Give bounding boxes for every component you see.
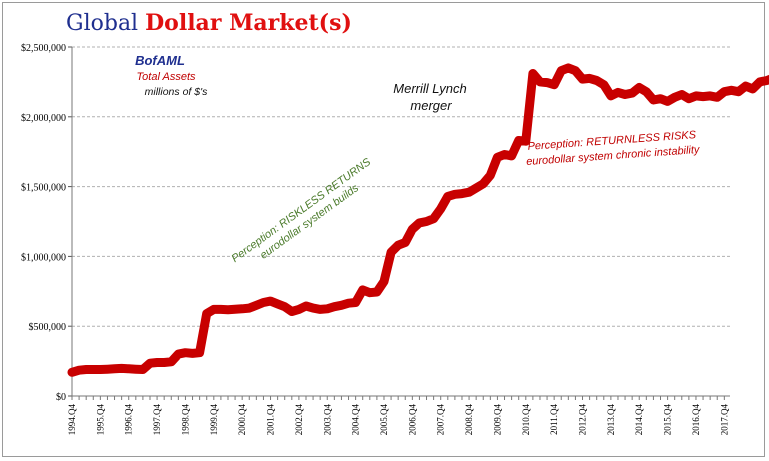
- x-tick-label: 2005.Q4: [379, 404, 389, 436]
- y-tick-label: $1,500,000: [21, 183, 66, 194]
- x-tick-label: 2003.Q4: [322, 404, 332, 436]
- x-tick-label: 2011.Q4: [549, 404, 559, 435]
- riskless-annotation-line1: Perception: RISKLESS RETURNS: [229, 156, 373, 265]
- chart-title-part1: Global: [66, 11, 146, 36]
- merger-label-line2: merger: [410, 98, 452, 113]
- y-axis: $0 $500,000 $1,000,000 $1,500,000 $2,000,000…: [21, 43, 73, 403]
- x-tick-label: 2008.Q4: [464, 404, 474, 436]
- total-assets-line: [67, 63, 769, 377]
- x-tick-label: 2009.Q4: [492, 404, 502, 436]
- x-tick-label: 1997.Q4: [152, 404, 162, 436]
- total-assets-label: Total Assets: [136, 71, 196, 83]
- series-line: [67, 63, 769, 377]
- y-tick-label: $0: [56, 392, 66, 403]
- x-tick-label: 2002.Q4: [294, 404, 304, 436]
- merger-label-line1: Merrill Lynch: [393, 81, 466, 96]
- units-label: millions of $'s: [145, 86, 208, 98]
- chart-title-part2: Dollar Market(s): [145, 10, 352, 36]
- x-tick-label: 2010.Q4: [521, 404, 531, 436]
- x-tick-label: 2000.Q4: [237, 404, 247, 436]
- x-tick-label: 1996.Q4: [124, 404, 134, 436]
- chart-title: Global Dollar Market(s): [66, 10, 352, 36]
- x-tick-label: 2001.Q4: [266, 404, 276, 436]
- x-tick-label: 2006.Q4: [407, 404, 417, 436]
- x-tick-label: 1995.Q4: [95, 404, 105, 436]
- chart-frame: [2, 2, 765, 457]
- y-tick-label: $1,000,000: [21, 252, 66, 263]
- riskless-annotation-line2: eurodollar system builds: [258, 182, 361, 262]
- x-tick-label: 2015.Q4: [663, 404, 673, 436]
- bofaml-label: BofAML: [135, 53, 185, 68]
- x-tick-label: 1998.Q4: [180, 404, 190, 436]
- x-tick-label: 2007.Q4: [436, 404, 446, 436]
- x-tick-label: 2014.Q4: [634, 404, 644, 436]
- x-tick-label: 2012.Q4: [578, 404, 588, 436]
- x-tick-label: 2004.Q4: [351, 404, 361, 436]
- y-tick-label: $2,500,000: [21, 43, 66, 54]
- x-tick-label: 2017.Q4: [719, 404, 729, 436]
- x-tick-label: 1994.Q4: [67, 404, 77, 436]
- y-tick-label: $500,000: [29, 322, 67, 333]
- x-axis: 1994.Q4 1995.Q4 1996.Q4 1997.Q4 1998.Q4 1999.…: [67, 395, 730, 436]
- x-tick-label: 1999.Q4: [209, 404, 219, 436]
- y-tick-label: $2,000,000: [21, 113, 66, 124]
- x-tick-label: 2013.Q4: [606, 404, 616, 436]
- x-tick-label: 2016.Q4: [691, 404, 701, 436]
